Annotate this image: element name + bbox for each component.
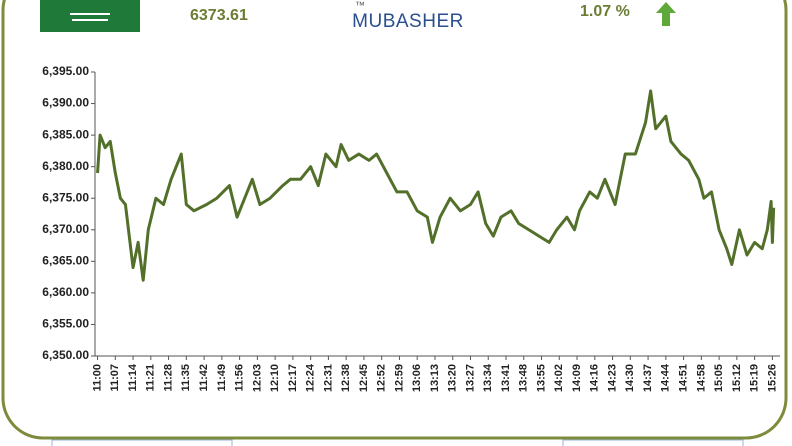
x-tick-label: 14:44 bbox=[660, 363, 672, 392]
x-tick-label: 15:12 bbox=[731, 364, 743, 392]
y-tick-label: 6,355.00 bbox=[42, 317, 89, 331]
logo-tm: ™ bbox=[355, 1, 365, 12]
y-tick-label: 6,370.00 bbox=[42, 222, 89, 236]
change: 1.07 % bbox=[580, 3, 630, 20]
x-tick-label: 13:06 bbox=[411, 364, 423, 392]
x-tick-label: 13:48 bbox=[518, 364, 530, 392]
logo: MUBASHER bbox=[352, 11, 464, 32]
y-tick-label: 6,350.00 bbox=[42, 348, 89, 362]
x-tick-label: 11:00 bbox=[91, 364, 103, 392]
y-tick-label: 6,385.00 bbox=[42, 127, 89, 141]
bottom-box bbox=[562, 439, 744, 446]
x-tick-label: 12:38 bbox=[340, 364, 352, 392]
price-line bbox=[96, 89, 776, 282]
y-tick-label: 6,365.00 bbox=[42, 254, 89, 268]
x-tick-label: 12:24 bbox=[305, 363, 317, 392]
x-tick-label: 14:37 bbox=[642, 364, 654, 392]
x-tick-label: 15:19 bbox=[749, 364, 761, 392]
flag bbox=[40, 0, 140, 32]
x-tick-label: 15:26 bbox=[766, 364, 778, 392]
x-tick-label: 14:23 bbox=[606, 364, 618, 392]
x-tick-label: 14:16 bbox=[589, 364, 601, 392]
x-tick-label: 12:52 bbox=[376, 364, 388, 392]
x-tick-label: 12:10 bbox=[269, 364, 281, 392]
price: 6373.61 bbox=[190, 7, 248, 24]
x-tick-label: 11:42 bbox=[198, 364, 210, 392]
x-tick-label: 11:49 bbox=[216, 364, 228, 392]
y-tick-label: 6,390.00 bbox=[42, 96, 89, 110]
x-tick-label: 14:09 bbox=[571, 364, 583, 392]
x-tick-label: 13:34 bbox=[482, 363, 494, 392]
x-tick-label: 12:17 bbox=[287, 364, 299, 392]
x-tick-label: 13:13 bbox=[429, 364, 441, 392]
x-tick-label: 12:03 bbox=[251, 364, 263, 392]
x-tick-label: 11:28 bbox=[162, 364, 174, 392]
x-tick-label: 12:59 bbox=[393, 364, 405, 392]
x-tick-label: 11:21 bbox=[145, 364, 157, 392]
y-tick-label: 6,360.00 bbox=[42, 285, 89, 299]
x-tick-label: 14:58 bbox=[695, 364, 707, 392]
x-tick-label: 14:51 bbox=[677, 364, 689, 392]
x-tick-label: 14:30 bbox=[624, 364, 636, 392]
x-tick-label: 11:56 bbox=[234, 364, 246, 392]
x-tick-label: 11:07 bbox=[109, 364, 121, 392]
y-tick-label: 6,375.00 bbox=[42, 190, 89, 204]
up-arrow bbox=[656, 2, 676, 26]
x-tick-label: 13:55 bbox=[535, 364, 547, 392]
y-tick-label: 6,395.00 bbox=[42, 64, 89, 78]
x-tick-label: 13:27 bbox=[464, 364, 476, 392]
bottom-box bbox=[51, 439, 233, 446]
x-tick-label: 12:31 bbox=[322, 364, 334, 392]
x-tick-label: 13:20 bbox=[447, 364, 459, 392]
y-tick-label: 6,380.00 bbox=[42, 159, 89, 173]
x-tick-label: 12:45 bbox=[358, 364, 370, 392]
x-tick-label: 15:05 bbox=[713, 364, 725, 392]
flag-emblem bbox=[70, 13, 110, 21]
x-tick-label: 13:41 bbox=[500, 364, 512, 392]
x-tick-label: 14:02 bbox=[553, 364, 565, 392]
x-tick-label: 11:35 bbox=[180, 364, 192, 392]
x-tick-label: 11:14 bbox=[127, 363, 139, 391]
